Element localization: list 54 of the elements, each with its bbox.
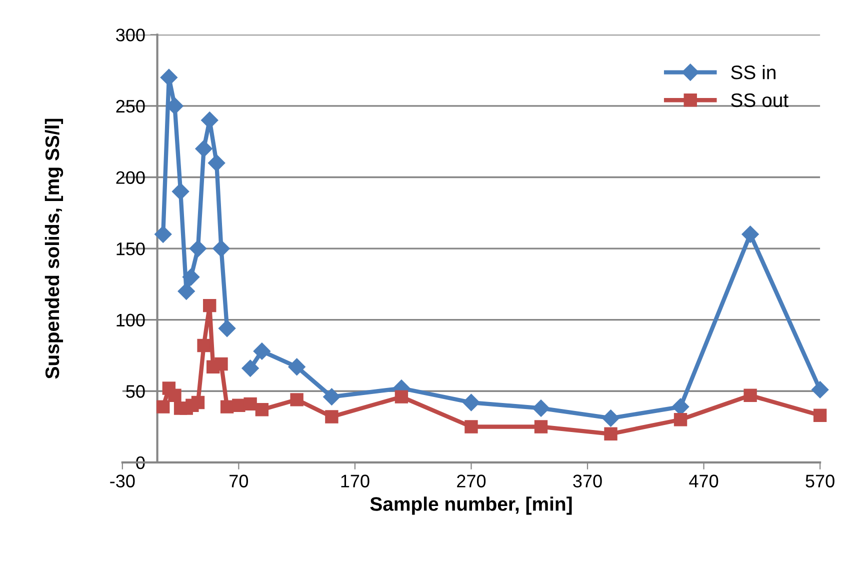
point [214, 357, 228, 371]
point [532, 400, 550, 417]
point [290, 393, 304, 406]
point [218, 320, 236, 337]
point [288, 358, 306, 376]
point [742, 226, 759, 243]
y-tick-label: 300 [116, 28, 145, 42]
point [182, 268, 200, 286]
point [191, 396, 205, 410]
point [242, 360, 259, 377]
point [178, 282, 195, 300]
point [811, 381, 829, 398]
point [462, 394, 480, 412]
point [602, 410, 620, 427]
point [674, 413, 688, 426]
y-tick-label: 250 [116, 100, 145, 113]
point [160, 68, 178, 86]
point [208, 154, 226, 172]
x-tick-label: 70 [230, 474, 248, 488]
point [325, 410, 338, 424]
point [534, 420, 548, 434]
point [253, 342, 270, 360]
point [744, 388, 757, 402]
x-tick-label: 470 [689, 474, 718, 488]
x-tick-label: 370 [573, 474, 602, 488]
y-axis-title: Suspended solids, [mg SS/l] [44, 118, 64, 379]
point [464, 420, 478, 434]
point [197, 338, 210, 352]
point [203, 298, 216, 312]
legend-label: SS in [731, 65, 776, 80]
point [156, 400, 170, 414]
x-tick-label: -30 [110, 474, 135, 488]
point [220, 400, 234, 414]
point [168, 388, 182, 402]
x-tick-label: 170 [341, 474, 370, 488]
x-tick-label: 270 [457, 474, 486, 488]
point [172, 182, 190, 200]
point [394, 390, 408, 404]
legend-label: SS out [731, 93, 788, 108]
x-axis-title: Sample number, [min] [370, 496, 572, 515]
point [323, 388, 340, 406]
point [212, 240, 230, 258]
point [195, 140, 212, 158]
point [244, 397, 257, 411]
y-tick-label: 50 [126, 385, 145, 398]
point [255, 403, 269, 416]
point [813, 408, 827, 422]
point [604, 427, 618, 440]
y-tick-label: 100 [116, 314, 145, 327]
point [154, 226, 172, 243]
x-tick-label: 570 [806, 474, 834, 488]
y-tick-label: 150 [116, 242, 145, 256]
y-tick-label: 200 [116, 171, 145, 184]
point [189, 240, 207, 258]
